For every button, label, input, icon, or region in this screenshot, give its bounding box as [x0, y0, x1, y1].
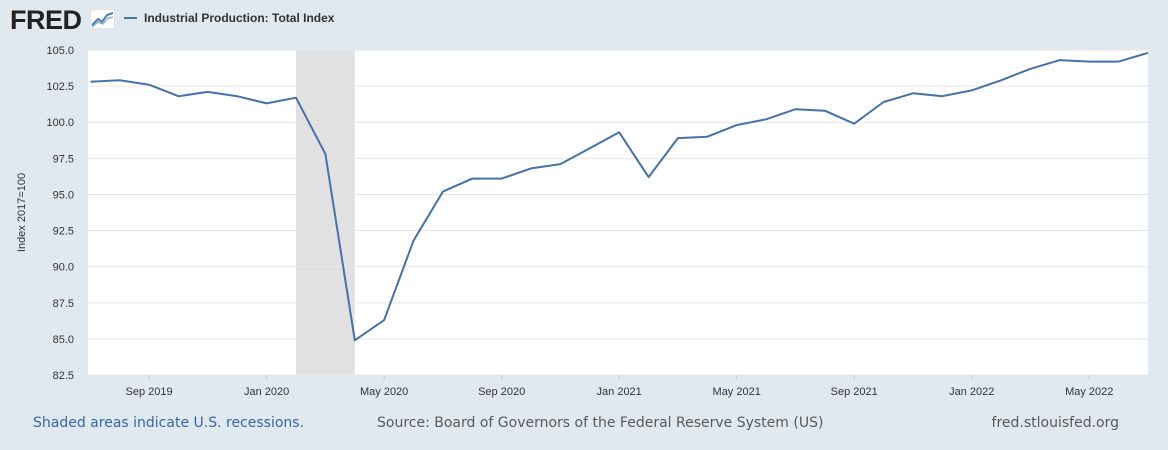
x-tick-label: Jan 2021	[597, 386, 642, 398]
x-tick-label: May 2022	[1065, 386, 1113, 398]
x-tick-label: Sep 2020	[478, 386, 525, 398]
fred-graph-icon	[90, 9, 115, 29]
x-tick-label: Sep 2019	[126, 386, 173, 398]
y-tick-label: 95.0	[53, 189, 74, 201]
site-link[interactable]: fred.stlouisfed.org	[991, 415, 1119, 431]
y-tick-label: 85.0	[53, 334, 74, 346]
x-tick-label: Sep 2021	[831, 386, 878, 398]
legend-label: Industrial Production: Total Index	[144, 11, 335, 25]
y-tick-label: 97.5	[53, 153, 74, 165]
x-tick-label: May 2020	[360, 386, 408, 398]
x-axis-ticks: Sep 2019 Jan 2020 May 2020 Sep 2020 Jan 2021…	[126, 375, 1113, 398]
source-text: Source: Board of Governors of the Federa…	[377, 415, 824, 431]
y-tick-label: 82.5	[53, 370, 74, 382]
y-axis-label: Index 2017=100	[16, 173, 28, 252]
chart-header: FRED Industrial Production: Total Index	[0, 0, 1168, 40]
x-tick-label: Jan 2022	[949, 386, 994, 398]
y-tick-label: 87.5	[53, 298, 74, 310]
recession-shade	[296, 50, 355, 375]
y-tick-label: 105.0	[46, 45, 74, 57]
recession-layer	[296, 50, 355, 375]
y-tick-label: 92.5	[53, 226, 74, 238]
y-tick-label: 100.0	[46, 117, 74, 129]
plot-area	[88, 50, 1148, 375]
y-tick-label: 90.0	[53, 262, 74, 274]
legend-swatch	[124, 17, 137, 19]
y-axis-ticks: 82.5 85.0 87.5 90.0 92.5 95.0 97.5 100.0 102.5 10…	[46, 45, 74, 382]
legend: Industrial Production: Total Index	[124, 11, 334, 25]
y-tick-label: 102.5	[46, 81, 74, 93]
fred-logo[interactable]: FRED	[10, 5, 82, 35]
x-tick-label: Jan 2020	[244, 386, 289, 398]
x-tick-label: May 2021	[713, 386, 761, 398]
recession-note[interactable]: Shaded areas indicate U.S. recessions.	[33, 415, 305, 431]
series-line-industrial-production	[90, 51, 1149, 342]
